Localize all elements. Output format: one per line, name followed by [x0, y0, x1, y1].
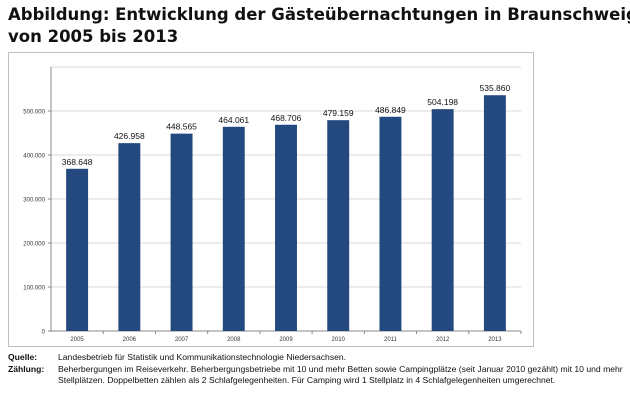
bar-value-label: 486.849 [375, 105, 406, 115]
bar-value-label: 464.061 [218, 115, 249, 125]
count-label: Zählung: [8, 363, 45, 374]
x-tick-label: 2012 [436, 337, 450, 343]
bar-value-label: 535.860 [480, 83, 511, 93]
bar [118, 143, 141, 331]
bar [431, 109, 454, 331]
bar-value-label: 368.648 [62, 157, 93, 167]
bar [170, 133, 193, 331]
y-tick-label: 400.000 [23, 154, 45, 160]
bar [66, 168, 89, 331]
bar [327, 120, 350, 331]
bar-value-label: 479.159 [323, 108, 354, 118]
y-tick-label: 300.000 [23, 198, 45, 204]
chart-frame: 0 100.000 200.000 300.000 400.000 500.000 368.… [8, 52, 534, 347]
count-note: Zählung: Beherbergungen im Reiseverkehr.… [8, 364, 626, 387]
bar [275, 124, 297, 331]
bar [483, 95, 506, 331]
x-tick-label: 2009 [279, 337, 293, 343]
chart-notes: Quelle: Landesbetrieb für Statistik und … [8, 352, 626, 387]
x-tick-label: 2008 [227, 337, 241, 343]
source-note: Quelle: Landesbetrieb für Statistik und … [8, 352, 626, 364]
chart-title-line-1: Abbildung: Entwicklung der Gästeübernach… [8, 5, 630, 24]
x-tick-label: 2007 [175, 337, 189, 343]
bar-chart: 0 100.000 200.000 300.000 400.000 500.000 368.… [23, 66, 522, 343]
bar-value-label: 504.198 [427, 97, 458, 107]
y-tick-label: 100.000 [23, 286, 45, 292]
bar [379, 116, 402, 331]
bar-value-label: 448.565 [166, 122, 197, 132]
y-tick-label: 200.000 [23, 242, 45, 248]
x-tick-label: 2005 [70, 337, 84, 343]
x-tick-label: 2011 [384, 337, 398, 343]
source-text: Landesbetrieb für Statistik und Kommunik… [58, 352, 347, 362]
chart-title-line-2: von 2005 bis 2013 [8, 27, 179, 46]
count-text: Beherbergungen im Reiseverkehr. Beherber… [58, 363, 623, 386]
x-tick-label: 2006 [123, 337, 137, 343]
y-tick-label: 0 [42, 330, 46, 336]
source-label: Quelle: [8, 352, 38, 362]
bar-value-label: 426.958 [114, 131, 145, 141]
x-tick-label: 2010 [332, 337, 346, 343]
y-tick-label: 500.000 [23, 110, 45, 116]
chart-title: Abbildung: Entwicklung der Gästeübernach… [8, 4, 630, 48]
bar-value-label: 468.706 [271, 113, 302, 123]
bar [222, 126, 245, 331]
x-tick-label: 2013 [488, 337, 502, 343]
